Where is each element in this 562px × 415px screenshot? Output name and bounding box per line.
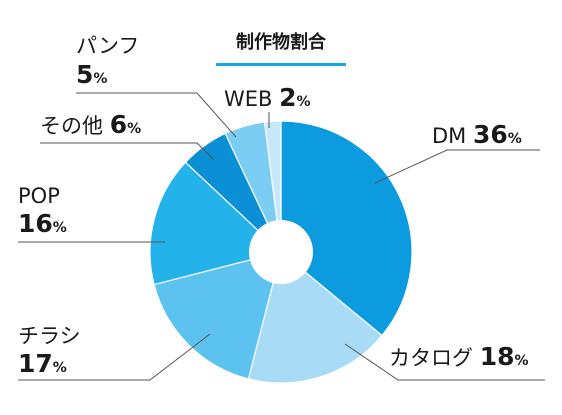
slice-value-dm: 36 xyxy=(473,120,508,149)
slice-label-item-5: その他 6% xyxy=(40,110,141,139)
pie-slices xyxy=(149,120,413,384)
pie-slice-web xyxy=(263,120,282,253)
slice-value-row-pop: 16% xyxy=(18,209,67,238)
title-underline xyxy=(216,63,346,66)
leader-lines xyxy=(18,92,545,381)
leader-line-item-5 xyxy=(40,142,215,161)
slice-label-dm: DM 36% xyxy=(432,120,522,149)
slice-name-web: WEB xyxy=(224,87,272,111)
slice-name-item-6: パンフ xyxy=(76,34,139,58)
slice-unit-dm: % xyxy=(508,131,522,147)
slice-unit-item-5: % xyxy=(127,121,141,137)
chart-title: 制作物割合 xyxy=(236,31,327,53)
pie-slice-item-3 xyxy=(153,251,282,380)
leader-line-item-3 xyxy=(18,333,211,381)
slice-name-item-3: チラシ xyxy=(18,324,81,348)
slice-unit-item-6: % xyxy=(93,71,107,87)
donut-hole xyxy=(249,220,313,284)
slice-label-web: WEB 2% xyxy=(224,83,311,112)
slice-value-item-5: 6 xyxy=(110,110,127,139)
slice-label-pop: POP xyxy=(18,184,60,208)
slice-name-item-2: カタログ xyxy=(389,346,473,370)
pie-slice-pop xyxy=(149,161,283,286)
chart-title-group: 制作物割合 xyxy=(216,31,346,66)
slice-name-item-5: その他 xyxy=(40,114,103,138)
slice-label-item-3: チラシ xyxy=(18,324,81,348)
slice-unit-web: % xyxy=(297,94,311,110)
slice-value-web: 2 xyxy=(279,83,296,112)
slice-value-row-item-3: 17% xyxy=(18,349,67,378)
slice-label-item-6: パンフ xyxy=(76,34,139,58)
slice-unit-item-3: % xyxy=(53,360,67,376)
slice-name-pop: POP xyxy=(18,184,60,208)
slice-unit-pop: % xyxy=(53,220,67,236)
slice-value-row-item-6: 5% xyxy=(76,60,107,89)
pie-slice-dm xyxy=(280,120,413,337)
leader-line-item-6 xyxy=(76,92,237,138)
slice-value-item-6: 5 xyxy=(76,60,93,89)
leader-line-item-2 xyxy=(344,343,545,381)
slice-value-item-2: 18 xyxy=(480,342,515,371)
slice-value-pop: 16 xyxy=(18,209,53,238)
pie-slice-item-2 xyxy=(247,250,383,384)
slice-value-item-3: 17 xyxy=(18,349,53,378)
slice-label-item-2: カタログ 18% xyxy=(389,342,529,371)
leader-line-dm xyxy=(374,149,540,184)
slice-unit-item-2: % xyxy=(514,353,528,369)
slice-name-dm: DM xyxy=(432,124,466,148)
